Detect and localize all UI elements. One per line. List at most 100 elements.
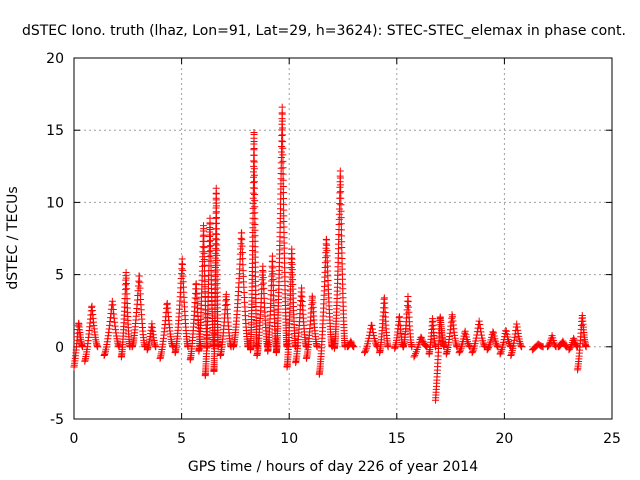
- data-point: [336, 174, 344, 182]
- data-point: [337, 207, 345, 215]
- data-point: [269, 264, 277, 272]
- data-point: [337, 194, 345, 202]
- x-tick-label: 5: [177, 431, 186, 447]
- data-point: [572, 341, 580, 349]
- data-point: [384, 343, 392, 351]
- data-point: [410, 353, 418, 361]
- data-point: [253, 343, 261, 351]
- data-point: [238, 236, 246, 244]
- data-point: [545, 340, 553, 348]
- data-arc: [70, 319, 87, 371]
- data-arc: [210, 184, 222, 375]
- data-arc: [302, 292, 321, 362]
- data-point: [212, 202, 220, 210]
- data-point: [567, 342, 575, 350]
- data-point: [279, 138, 287, 146]
- data-point: [200, 250, 208, 258]
- data-point: [476, 320, 484, 328]
- data-arc: [143, 320, 160, 354]
- data-point: [418, 336, 426, 344]
- data-point: [212, 196, 220, 204]
- data-arc: [468, 317, 489, 357]
- data-point: [476, 324, 484, 332]
- data-point: [421, 342, 429, 350]
- data-point: [472, 337, 480, 345]
- data-point: [135, 272, 143, 280]
- data-point: [200, 231, 208, 239]
- data-arc: [507, 320, 526, 359]
- data-point: [456, 346, 464, 354]
- data-point: [94, 343, 102, 351]
- data-point: [250, 165, 258, 173]
- data-point: [238, 248, 246, 256]
- data-point: [582, 343, 590, 351]
- data-arc: [455, 327, 474, 357]
- data-arc: [216, 290, 235, 359]
- chart-title: dSTEC Iono. truth (lhaz, Lon=91, Lat=29,…: [22, 23, 626, 39]
- data-point: [251, 209, 259, 217]
- data-point: [238, 229, 246, 237]
- data-point: [369, 329, 377, 337]
- data-point: [349, 341, 357, 349]
- data-arc: [315, 235, 336, 378]
- data-point: [250, 130, 258, 138]
- data-point: [469, 348, 477, 356]
- data-point: [561, 341, 569, 349]
- data-point: [152, 343, 160, 351]
- data-point: [566, 344, 574, 352]
- data-point: [502, 327, 510, 335]
- data-point: [456, 348, 464, 356]
- y-tick-label: 5: [55, 268, 64, 284]
- data-point: [212, 190, 220, 198]
- data-arc: [410, 333, 431, 361]
- grid-lines: [74, 58, 612, 419]
- data-point: [279, 164, 287, 172]
- data-point: [506, 341, 514, 349]
- data-arc: [283, 245, 300, 371]
- data-point: [239, 255, 247, 263]
- plot-frame: [73, 57, 613, 420]
- data-arc: [425, 315, 440, 358]
- data-arc: [246, 129, 261, 354]
- data-point: [337, 226, 345, 234]
- data-point: [338, 232, 346, 240]
- data-point: [251, 203, 259, 211]
- data-point: [484, 344, 492, 352]
- data-point: [278, 110, 286, 118]
- data-point: [250, 151, 258, 159]
- x-axis-label: GPS time / hours of day 226 of year 2014: [188, 459, 478, 475]
- data-point: [347, 337, 355, 345]
- data-point: [337, 188, 345, 196]
- data-point: [478, 331, 486, 339]
- data-point: [411, 351, 419, 359]
- data-point: [250, 171, 258, 179]
- data-point: [466, 343, 474, 351]
- y-tick-label: 15: [46, 123, 64, 139]
- data-point: [250, 137, 258, 145]
- y-axis-label: dSTEC / TECUs: [5, 186, 21, 289]
- data-point: [200, 225, 208, 233]
- data-arc: [442, 311, 461, 358]
- data-point: [570, 334, 578, 342]
- data-point: [372, 339, 380, 347]
- data-point: [337, 214, 345, 222]
- x-tick-label: 10: [280, 431, 298, 447]
- data-point: [493, 342, 501, 350]
- data-point: [502, 327, 510, 335]
- data-point: [373, 342, 381, 350]
- data-point: [465, 341, 473, 349]
- data-point: [419, 338, 427, 346]
- data-arc: [483, 328, 502, 354]
- data-arc: [432, 313, 448, 404]
- data-arc: [229, 229, 252, 351]
- data-point: [203, 343, 211, 351]
- data-point: [489, 328, 497, 336]
- data-point: [492, 339, 500, 347]
- y-tick-label: 10: [46, 195, 64, 211]
- data-point: [408, 343, 416, 351]
- data-point: [279, 151, 287, 159]
- data-arc: [81, 302, 102, 365]
- data-arc: [272, 103, 291, 357]
- data-arc: [117, 269, 134, 361]
